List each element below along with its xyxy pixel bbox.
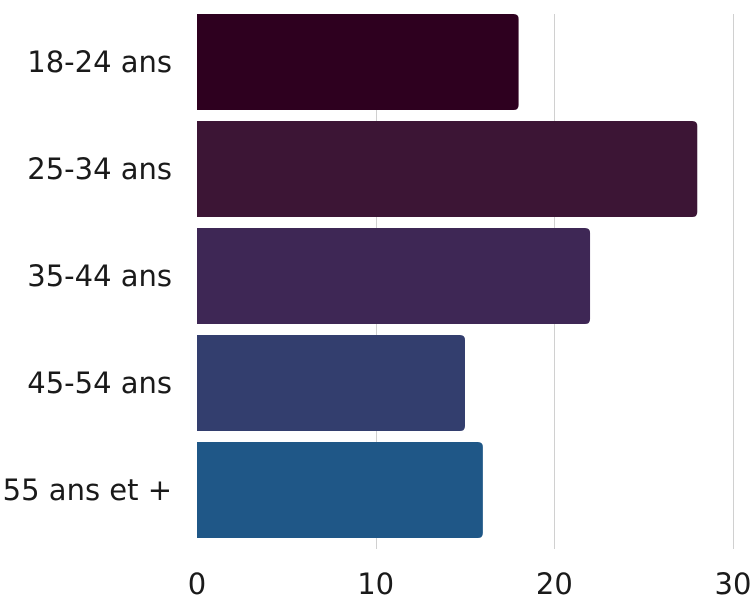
x-axis-ticks: 0 10 20 30 [188, 567, 752, 598]
category-label: 45-54 ans [27, 366, 172, 400]
x-tick-label: 20 [536, 567, 573, 598]
category-label: 55 ans et + [3, 473, 172, 507]
x-tick-label: 30 [715, 567, 752, 598]
x-tick-label: 0 [188, 567, 206, 598]
bars-layer [197, 14, 698, 538]
category-label: 35-44 ans [27, 259, 172, 293]
x-tick-label: 10 [357, 567, 394, 598]
category-label: 25-34 ans [27, 152, 172, 186]
category-label: 18-24 ans [27, 45, 172, 79]
bar-25-34-ans [197, 121, 698, 217]
bar-35-44-ans [197, 228, 591, 324]
bar-55-ans-et- [197, 442, 483, 538]
bar-18-24-ans [197, 14, 519, 110]
bar-45-54-ans [197, 335, 465, 431]
category-labels: 18-24 ans 25-34 ans 35-44 ans 45-54 ans 55 a… [3, 45, 172, 507]
